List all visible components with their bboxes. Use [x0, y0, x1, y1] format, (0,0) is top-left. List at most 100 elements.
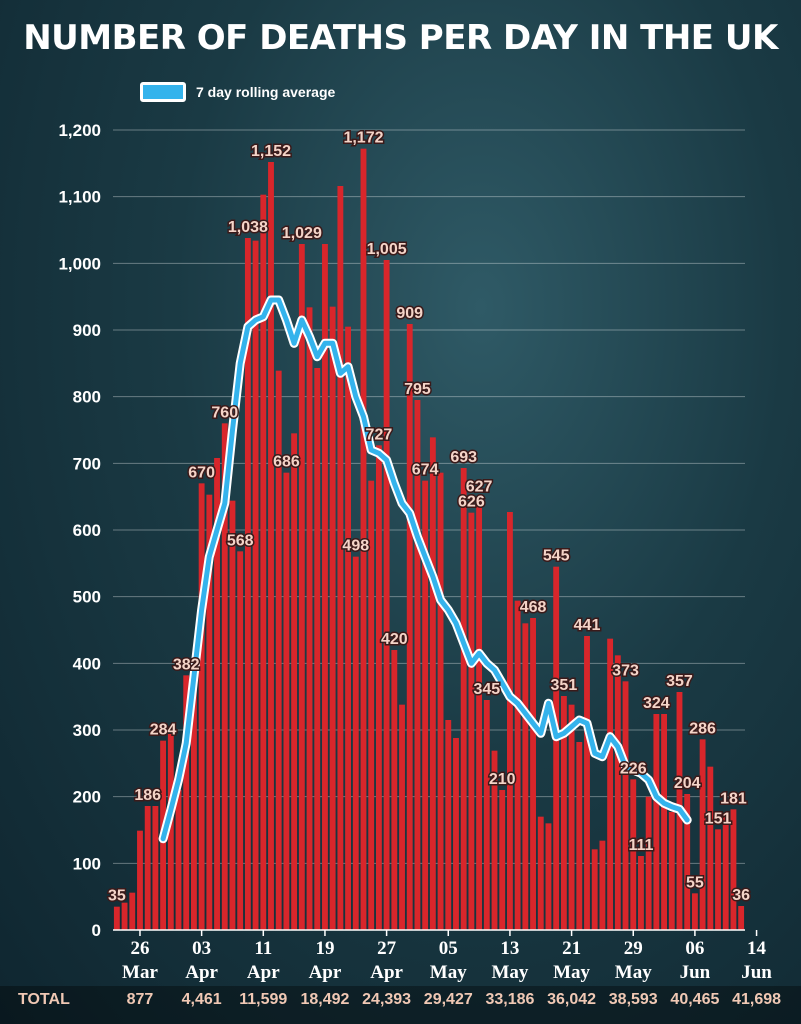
x-tick-month: May [615, 962, 652, 983]
bar [268, 162, 274, 930]
bar [707, 766, 714, 930]
bar [453, 738, 459, 930]
bar [322, 244, 328, 930]
y-tick-label: 300 [73, 721, 101, 740]
data-label: 693 [450, 449, 477, 466]
bar [638, 856, 644, 930]
data-label: 420 [381, 631, 408, 648]
bar [476, 497, 483, 930]
bar [406, 324, 413, 930]
data-label: 351 [551, 677, 578, 694]
y-axis-labels: 0 100 200 300 400 500 600 700 800 900 1,000 1,100 1,… [58, 121, 101, 940]
bar [244, 238, 251, 930]
bar [668, 812, 675, 930]
bar [653, 714, 660, 930]
x-tick-day: 14 [747, 938, 767, 959]
y-tick-label: 100 [73, 854, 101, 873]
total-value: 41,698 [732, 991, 781, 1008]
bar [491, 750, 498, 930]
x-tick-day: 21 [562, 938, 581, 959]
data-label: 1,152 [251, 143, 291, 160]
legend-label: 7 day rolling average [196, 84, 336, 100]
y-tick-label: 800 [73, 388, 101, 407]
total-value: 38,593 [609, 991, 658, 1008]
data-label: 226 [620, 760, 647, 777]
bar [352, 556, 359, 930]
bar [514, 600, 521, 930]
bar [530, 618, 536, 930]
bar [221, 423, 228, 930]
bar [460, 468, 467, 930]
data-label: 670 [188, 464, 215, 481]
bar [414, 400, 421, 930]
x-tick-day: 06 [685, 938, 704, 959]
data-label: 1,005 [367, 241, 407, 258]
bar [152, 806, 159, 930]
data-label: 204 [674, 775, 701, 792]
data-label: 284 [150, 722, 177, 739]
x-tick-month: Apr [370, 962, 403, 983]
data-label: 568 [227, 532, 254, 549]
bar [291, 433, 298, 930]
bar [607, 638, 614, 930]
bar [314, 368, 321, 930]
total-value: 33,186 [485, 991, 534, 1008]
bar [630, 779, 637, 930]
bar [506, 512, 513, 930]
y-tick-label: 500 [73, 588, 101, 607]
data-label: 111 [628, 837, 653, 854]
chart-title: NUMBER OF DEATHS PER DAY IN THE UK [23, 18, 778, 58]
bar [260, 194, 267, 930]
bar [206, 494, 213, 930]
bar [175, 790, 182, 930]
bar [545, 823, 552, 930]
x-tick-day: 27 [377, 938, 397, 959]
bar [614, 655, 621, 930]
data-label: 1,172 [343, 130, 383, 147]
legend-line-swatch [140, 82, 186, 102]
data-label: 286 [689, 720, 716, 737]
x-tick-day: 26 [130, 938, 149, 959]
data-label: 55 [686, 874, 704, 891]
data-label: 909 [396, 305, 423, 322]
bar [391, 650, 398, 930]
bar [183, 675, 190, 930]
data-label: 186 [134, 787, 161, 804]
bar [129, 892, 136, 930]
bar [144, 806, 151, 930]
data-label: 626 [458, 494, 485, 511]
bar [468, 512, 475, 930]
bar [360, 148, 367, 930]
total-value: 24,393 [362, 991, 411, 1008]
y-tick-label: 1,200 [58, 121, 101, 140]
data-label: 151 [705, 810, 732, 827]
x-tick-month: Mar [122, 962, 158, 983]
y-tick-label: 400 [73, 654, 101, 673]
bar [190, 680, 197, 930]
bar [283, 472, 290, 930]
data-label: 1,029 [282, 225, 322, 242]
data-label: 674 [412, 462, 439, 479]
bar [661, 714, 668, 930]
y-tick-label: 1,000 [58, 254, 101, 273]
legend: 7 day rolling average [140, 82, 335, 102]
bar [684, 794, 691, 930]
total-value: 877 [127, 991, 154, 1008]
bar [537, 816, 544, 930]
total-value: 4,461 [182, 991, 222, 1008]
data-label: 498 [342, 538, 369, 555]
bar [252, 240, 259, 930]
bar [553, 566, 560, 930]
bar [445, 720, 452, 930]
bar [399, 704, 405, 930]
y-tick-label: 900 [73, 321, 101, 340]
totals-band [0, 986, 801, 1024]
bar [622, 681, 629, 930]
rolling-average-line [158, 295, 692, 844]
data-label: 727 [366, 426, 393, 443]
data-label: 441 [574, 617, 601, 634]
data-label: 181 [720, 790, 747, 807]
bar [568, 704, 575, 930]
total-value: 40,465 [670, 991, 719, 1008]
